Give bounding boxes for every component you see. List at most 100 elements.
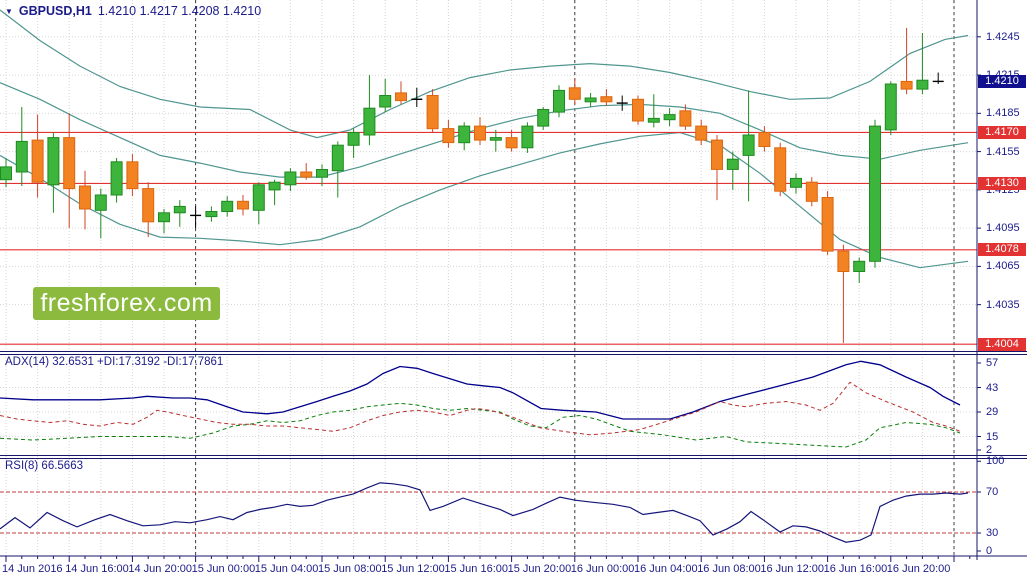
bear-candle	[126, 154, 139, 197]
time-axis-label: 14 Jun 2016	[2, 563, 63, 575]
bull-candle	[173, 200, 186, 227]
adx-tick-label: 2	[986, 444, 993, 456]
bear-candle	[442, 119, 455, 148]
bull-candle	[316, 164, 328, 186]
time-axis-label: 15 Jun 00:00	[191, 563, 256, 575]
price-tick-label: 1.4095	[986, 222, 1020, 235]
bull-candle	[347, 128, 360, 158]
price-tick-label: 1.4065	[986, 260, 1020, 273]
bear-candle	[63, 113, 76, 229]
bull-candle	[663, 108, 676, 127]
bull-candle	[584, 92, 597, 107]
bull-candle	[916, 33, 929, 95]
bear-candle	[568, 78, 581, 105]
time-axis-label: 16 Jun 08:00	[697, 563, 761, 575]
bollinger-lower-line	[0, 131, 969, 269]
bull-candle	[489, 129, 502, 152]
time-axis-label: 14 Jun 16:00	[65, 563, 129, 575]
adx-indicator-label: ADX(14) 32.6531 +DI:17.3192 -DI:17.7861	[5, 356, 224, 368]
adx-tick-label: 43	[986, 381, 999, 394]
bull-candle	[458, 122, 471, 151]
level-price-badge: 1.4078	[978, 243, 1026, 257]
bear-candle	[695, 119, 708, 146]
bull-candle	[15, 107, 28, 186]
time-axis-label: 16 Jun 12:00	[760, 563, 825, 575]
time-axis-label: 15 Jun 08:00	[318, 563, 382, 575]
level-price-badge: 1.4004	[978, 337, 1026, 351]
bull-candle	[790, 173, 802, 194]
bear-candle	[300, 163, 313, 180]
adx-tick-label: 57	[986, 357, 999, 369]
rsi-tick-label: 70	[986, 486, 999, 498]
bull-candle	[726, 151, 739, 190]
bear-candle	[711, 135, 723, 201]
freshforex-watermark: freshforex.com	[33, 287, 220, 320]
adx-tick-label: 15	[986, 430, 999, 443]
rsi-series-line	[0, 482, 969, 543]
bull-candle	[853, 257, 866, 283]
time-axis-label: 16 Jun 04:00	[634, 563, 698, 575]
adx-series-ADX	[0, 360, 961, 420]
bear-candle	[31, 114, 44, 198]
rsi-tick-label: 100	[986, 455, 1005, 468]
rsi-tick-label: 30	[986, 527, 999, 539]
bear-candle	[758, 126, 771, 152]
bear-candle	[474, 117, 486, 146]
bull-candle	[205, 206, 218, 222]
bear-candle	[395, 81, 407, 105]
adx-series-plusDI	[0, 402, 961, 448]
adx-tick-label: 29	[986, 406, 999, 418]
bear-candle	[632, 95, 644, 125]
time-axis-label: 15 Jun 12:00	[381, 563, 445, 575]
bull-candle	[158, 209, 170, 234]
bull-candle	[47, 132, 60, 213]
doji-candle	[616, 95, 628, 111]
bear-candle	[237, 195, 249, 216]
doji-candle	[411, 87, 423, 107]
time-axis-label: 16 Jun 16:00	[823, 563, 888, 575]
price-tick-label: 1.4185	[986, 107, 1020, 120]
bull-candle	[379, 78, 392, 113]
bull-candle	[553, 85, 565, 118]
bear-candle	[505, 129, 518, 152]
time-axis-label: 16 Jun 20:00	[886, 563, 951, 575]
bull-candle	[268, 179, 281, 206]
bear-candle	[79, 170, 91, 230]
time-axis-label: 16 Jun 00:00	[570, 563, 635, 575]
rsi-tick-label: 0	[986, 545, 993, 557]
level-price-badge: 1.4130	[978, 176, 1026, 190]
bear-candle	[821, 191, 834, 255]
bull-candle	[0, 158, 12, 188]
bull-candle	[110, 158, 123, 203]
chart-dropdown-icon[interactable]: ▼	[5, 6, 13, 16]
bull-candle	[537, 107, 550, 130]
price-tick-label: 1.4245	[986, 30, 1020, 43]
time-axis-label: 15 Jun 16:00	[444, 563, 509, 575]
rsi-indicator-label: RSI(8) 66.5663	[5, 460, 83, 472]
bull-candle	[742, 90, 755, 202]
bear-candle	[426, 89, 439, 133]
chart-title-bar: ▼ GBPUSD,H1 1.4210 1.4217 1.4208 1.4210	[5, 4, 261, 18]
bull-candle	[94, 188, 107, 239]
bull-candle	[284, 168, 297, 192]
bear-candle	[679, 104, 692, 130]
adx-series-minusDI	[0, 381, 961, 436]
price-tick-label: 1.4035	[986, 298, 1020, 311]
level-price-badge: 1.4170	[978, 125, 1026, 139]
price-tick-label: 1.4155	[986, 145, 1020, 158]
bull-candle	[221, 196, 234, 217]
time-axis-label: 14 Jun 20:00	[128, 563, 193, 575]
symbol-title: GBPUSD,H1	[18, 4, 92, 18]
bear-candle	[774, 142, 787, 197]
bull-candle	[363, 75, 376, 146]
bear-candle	[837, 244, 850, 343]
time-axis-label: 15 Jun 04:00	[254, 563, 319, 575]
bull-candle	[869, 119, 881, 268]
doji-candle	[932, 72, 944, 84]
candles-layer	[0, 27, 944, 343]
doji-candle	[190, 206, 202, 229]
bull-candle	[884, 81, 897, 135]
bull-candle	[331, 141, 344, 198]
bull-candle	[521, 122, 534, 153]
